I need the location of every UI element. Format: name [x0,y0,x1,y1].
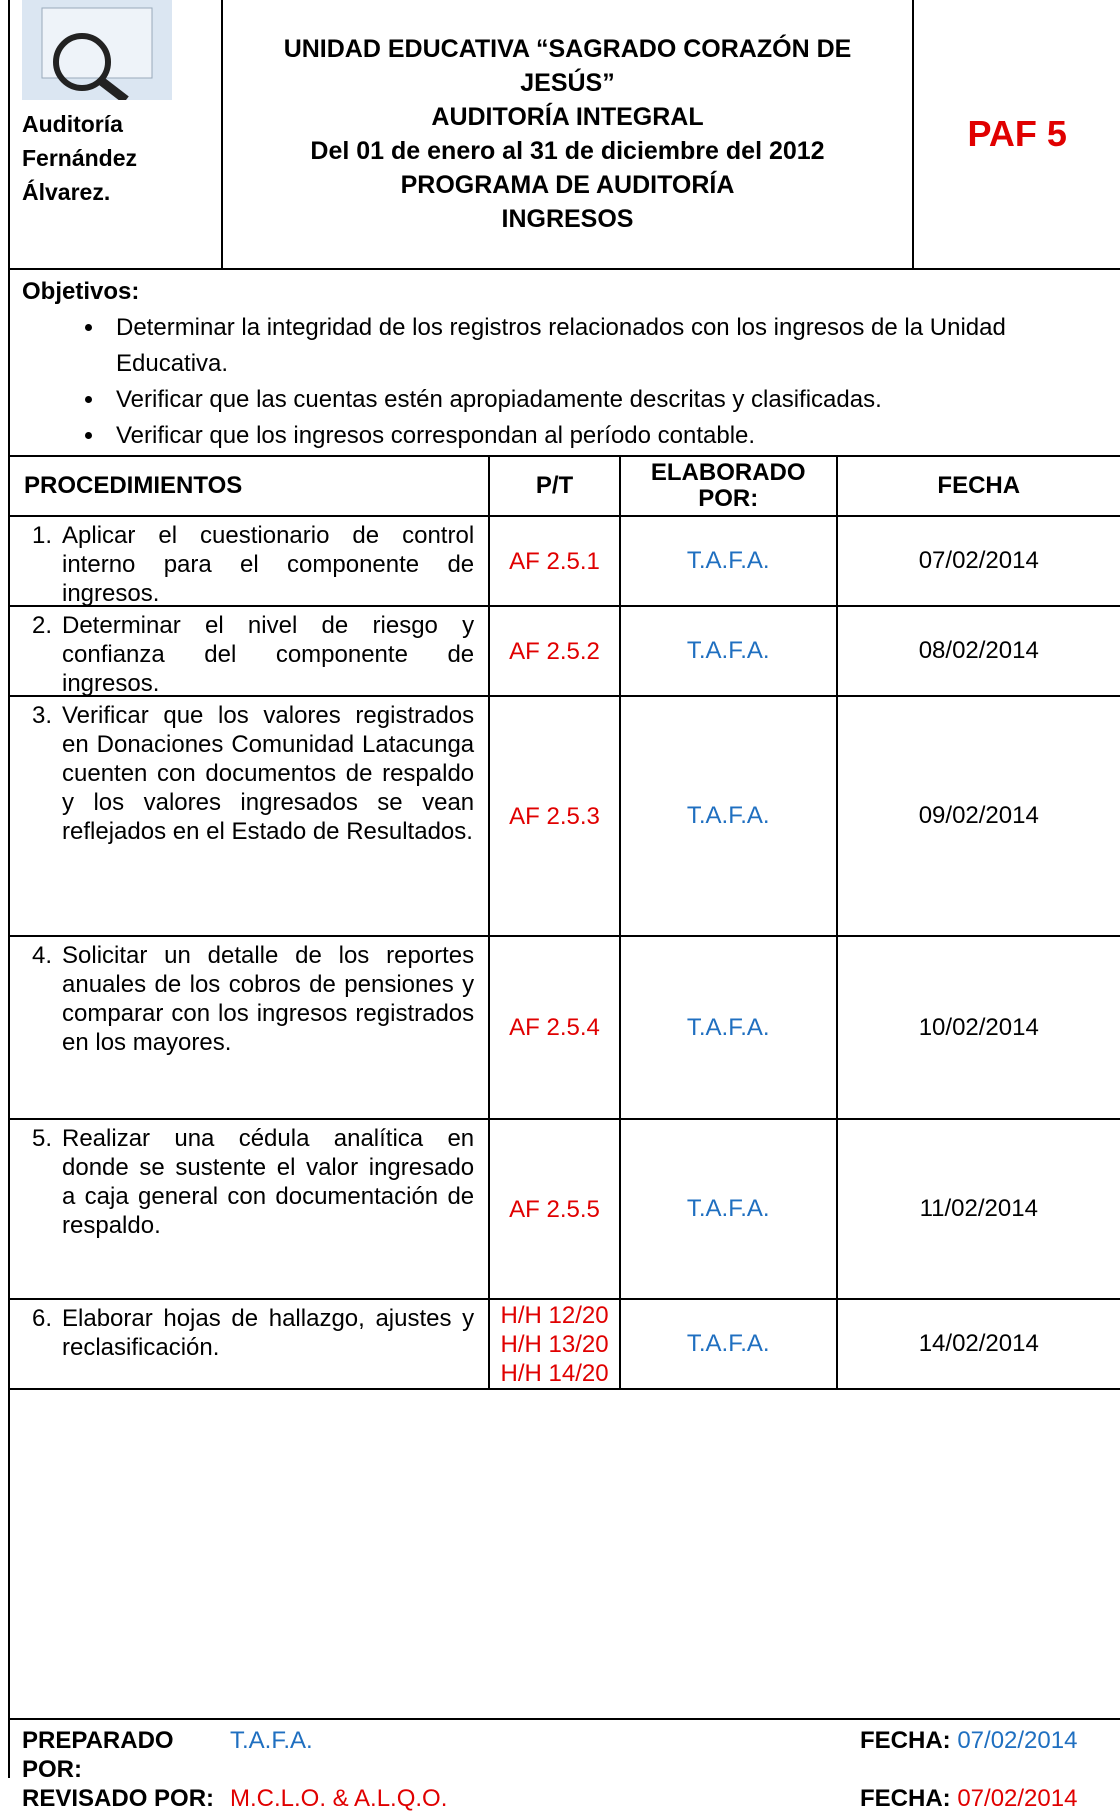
pt-ref: H/H 12/20 [500,1301,609,1329]
title-line: AUDITORÍA INTEGRAL [431,103,704,131]
label: REVISADO POR: [22,1785,215,1812]
procedure-cell: 4. Solicitar un detalle de los reportes a… [10,937,491,1118]
table-row: 3. Verificar que los valores registrados … [10,697,1120,937]
procedure-cell: 2. Determinar el nivel de riesgo y confia… [10,607,491,695]
column-header: FECHA [937,472,1021,499]
date: 11/02/2014 [919,1195,1038,1222]
table-row: 1. Aplicar el cuestionario de control int… [10,517,1120,607]
pt-cell: AF 2.5.2 [490,607,621,695]
date: 14/02/2014 [918,1330,1039,1357]
pt-ref: H/H 14/20 [500,1359,609,1387]
objective: Determinar la integridad de los registro… [106,310,1120,382]
pt-ref: AF 2.5.3 [509,802,600,830]
blank-area [10,1390,1120,1720]
title-line: INGRESOS [501,205,634,233]
prepared-by: T.A.F.A. [621,607,838,695]
date: 10/02/2014 [918,1013,1039,1041]
title-line: Del 01 de enero al 31 de diciembre del 2… [310,137,825,165]
label: FECHA: [860,1727,951,1754]
pt-ref: AF 2.5.2 [509,637,600,665]
pt-ref: H/H 13/20 [500,1330,609,1358]
footer-line: PREPARADO POR: T.A.F.A. FECHA: 07/02/201… [22,1726,1120,1784]
pt-cell: AF 2.5.5 [490,1120,621,1298]
procedure-cell: 5. Realizar una cédula analítica en donde… [10,1120,491,1298]
value: T.A.F.A. [230,1727,313,1754]
objectives-label: Objetivos: [22,278,140,305]
objective: Verificar que los ingresos correspondan … [106,418,1120,454]
logo [22,0,172,104]
table-row: 6. Elaborar hojas de hallazgo, ajustes y … [10,1300,1120,1390]
prepared-by: T.A.F.A. [621,1120,838,1298]
footer: PREPARADO POR: T.A.F.A. FECHA: 07/02/201… [10,1720,1120,1813]
column-header: ELABORADO POR: [621,457,838,515]
item-number: 4. [31,942,52,969]
value: 07/02/2014 [957,1727,1078,1754]
procedure-cell: 6. Elaborar hojas de hallazgo, ajustes y … [10,1300,491,1388]
label: PREPARADO POR: [22,1727,174,1783]
table-row: 2. Determinar el nivel de riesgo y confia… [10,607,1120,697]
item-number: 5. [31,1125,52,1152]
prepared-by: T.A.F.A. [621,1300,838,1388]
table-row: 4. Solicitar un detalle de los reportes a… [10,937,1120,1120]
table-header: PROCEDIMIENTOS P/T ELABORADO POR: FECHA [10,457,1120,517]
procedure-cell: 3. Verificar que los valores registrados … [10,697,491,935]
firm-cell: Auditoría Fernández Álvarez. [10,0,223,268]
firm: Auditoría Fernández Álvarez. [22,111,138,205]
procedure: Realizar una cédula analítica en donde s… [62,1125,475,1239]
procedure: Solicitar un detalle de los reportes anu… [62,942,475,1056]
pt-cell: AF 2.5.3 [490,697,621,935]
date: 08/02/2014 [918,637,1039,664]
value: 07/02/2014 [957,1785,1078,1812]
prepared-by: T.A.F.A. [621,937,838,1118]
item-number: 3. [31,702,52,729]
item-number: 6. [31,1305,52,1332]
pt-cell: AF 2.5.1 [490,517,621,605]
column-header: P/T [490,457,621,515]
procedures-table: PROCEDIMIENTOS P/T ELABORADO POR: FECHA 1. Ap… [10,457,1120,1390]
header: Auditoría Fernández Álvarez. UNIDAD EDUC… [10,0,1120,270]
pt-ref: AF 2.5.4 [509,1014,600,1041]
date: 07/02/2014 [918,547,1039,574]
date: 09/02/2014 [918,802,1039,829]
procedure: Aplicar el cuestionario de control inter… [62,522,475,605]
procedure-cell: 1. Aplicar el cuestionario de control int… [10,517,491,605]
title-line: UNIDAD EDUCATIVA “SAGRADO CORAZÓN DE JES… [283,35,852,97]
item-number: 1. [31,522,52,549]
pt-cell: H/H 12/20 H/H 13/20 H/H 14/20 [490,1300,621,1388]
code: PAF 5 [967,113,1067,154]
pt-ref: AF 2.5.1 [509,547,600,575]
footer-line: REVISADO POR: M.C.L.O. & A.L.Q.O. FECHA:… [22,1784,1120,1813]
objective: Verificar que las cuentas estén apropiad… [106,382,1120,418]
procedure: Determinar el nivel de riesgo y confianz… [62,612,475,695]
column-header: PROCEDIMIENTOS [10,457,491,515]
pt-cell: AF 2.5.4 [490,937,621,1118]
page: Auditoría Fernández Álvarez. UNIDAD EDUC… [8,0,1120,1812]
procedure: Verificar que los valores registrados en… [62,702,475,845]
objectives-list: Determinar la integridad de los registro… [10,310,1120,454]
title-block: UNIDAD EDUCATIVA “SAGRADO CORAZÓN DE JES… [223,0,915,268]
procedure: Elaborar hojas de hallazgo, ajustes y re… [62,1305,475,1361]
prepared-by: T.A.F.A. [621,697,838,935]
item-number: 2. [31,612,52,639]
title-line: PROGRAMA DE AUDITORÍA [400,171,735,199]
table-row: 5. Realizar una cédula analítica en donde… [10,1120,1120,1300]
objectives: Objetivos: Determinar la integridad de l… [10,270,1120,457]
prepared-by: T.A.F.A. [621,517,838,605]
pt-ref: AF 2.5.5 [509,1195,600,1223]
value: M.C.L.O. & A.L.Q.O. [230,1785,448,1812]
label: FECHA: [860,1785,951,1812]
